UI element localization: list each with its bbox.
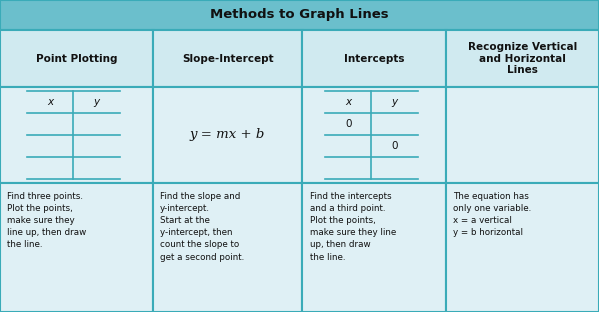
Text: y = mx + b: y = mx + b [190,129,265,141]
FancyBboxPatch shape [302,30,446,87]
FancyBboxPatch shape [302,87,446,183]
Text: Slope-Intercept: Slope-Intercept [182,53,273,64]
Text: Find three points.
Plot the points,
make sure they
line up, then draw
the line.: Find three points. Plot the points, make… [7,192,86,250]
FancyBboxPatch shape [302,183,446,312]
Text: Find the intercepts
and a third point.
Plot the points,
make sure they line
up, : Find the intercepts and a third point. P… [310,192,396,262]
FancyBboxPatch shape [153,30,302,87]
FancyBboxPatch shape [153,87,302,183]
Text: The equation has
only one variable.
x = a vertical
y = b horizontal: The equation has only one variable. x = … [453,192,532,237]
FancyBboxPatch shape [446,87,599,183]
FancyBboxPatch shape [0,30,153,87]
FancyBboxPatch shape [153,183,302,312]
FancyBboxPatch shape [0,87,153,183]
Text: x: x [47,97,53,107]
Text: y: y [392,97,398,107]
Text: Methods to Graph Lines: Methods to Graph Lines [210,8,389,21]
Text: y: y [93,97,99,107]
Text: Intercepts: Intercepts [344,53,405,64]
Text: x: x [345,97,352,107]
Text: 0: 0 [345,119,352,129]
FancyBboxPatch shape [0,0,599,30]
Text: Find the slope and
y-intercept.
Start at the
y-intercept, then
count the slope t: Find the slope and y-intercept. Start at… [160,192,244,262]
FancyBboxPatch shape [446,30,599,87]
Text: Recognize Vertical
and Horizontal
Lines: Recognize Vertical and Horizontal Lines [468,42,577,75]
Text: 0: 0 [392,141,398,151]
FancyBboxPatch shape [446,183,599,312]
FancyBboxPatch shape [0,183,153,312]
Text: Point Plotting: Point Plotting [35,53,117,64]
